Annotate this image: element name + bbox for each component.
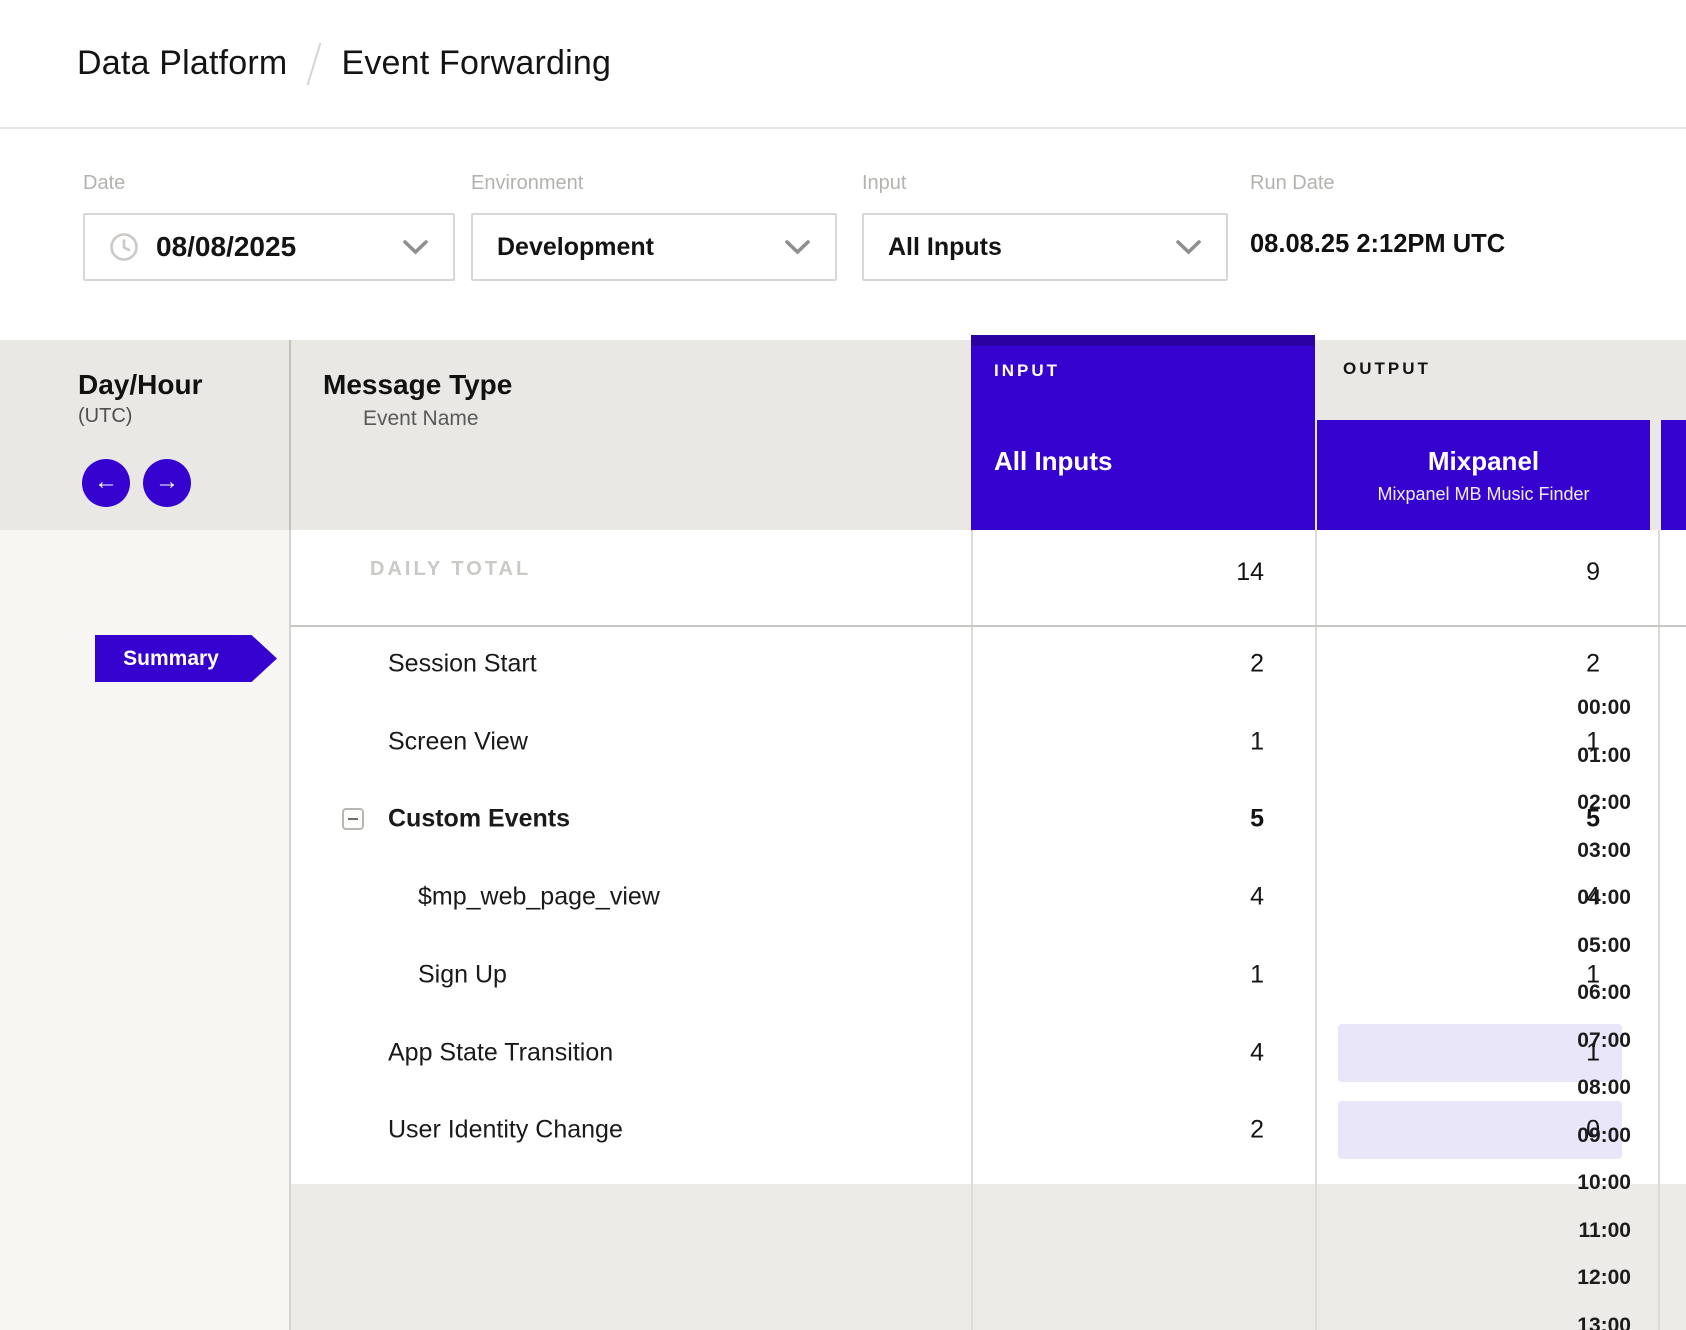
grid-footer-area bbox=[290, 1184, 1686, 1330]
hour-item[interactable]: 10:00 bbox=[1511, 1159, 1631, 1207]
event-name-label: $mp_web_page_view bbox=[418, 883, 660, 912]
minus-icon bbox=[348, 818, 358, 820]
chevron-down-icon bbox=[784, 239, 811, 255]
input-count: 4 bbox=[1250, 883, 1264, 912]
table-row: Session Start 2 2 bbox=[290, 625, 1686, 703]
output-column-header[interactable]: Mixpanel Mixpanel MB Music Finder bbox=[1317, 420, 1650, 530]
hour-item[interactable]: 00:00 bbox=[1511, 684, 1631, 732]
input-count: 2 bbox=[1250, 650, 1264, 679]
hour-item[interactable]: 05:00 bbox=[1511, 922, 1631, 970]
table-row: Sign Up11 bbox=[290, 936, 1686, 1014]
input-count: 4 bbox=[1250, 1038, 1264, 1067]
table-row: Custom Events55 bbox=[290, 780, 1686, 858]
hour-item[interactable]: 06:00 bbox=[1511, 969, 1631, 1017]
top-bar: Data Platform Event Forwarding bbox=[0, 0, 1686, 129]
summary-label: Summary bbox=[123, 647, 219, 671]
run-date-label: Run Date bbox=[1250, 172, 1335, 195]
hour-item[interactable]: 02:00 bbox=[1511, 779, 1631, 827]
hour-item[interactable]: 08:00 bbox=[1511, 1064, 1631, 1112]
event-name-label: Session Start bbox=[388, 650, 537, 679]
environment-filter-label: Environment bbox=[471, 172, 583, 195]
hour-item[interactable]: 11:00 bbox=[1511, 1207, 1631, 1255]
output-count: 2 bbox=[1586, 650, 1600, 679]
event-name-column-subtitle: Event Name bbox=[363, 407, 479, 431]
date-select[interactable]: 08/08/2025 bbox=[83, 213, 455, 281]
column-divider bbox=[289, 340, 291, 530]
output-column-title: Mixpanel bbox=[1428, 446, 1539, 477]
date-value: 08/08/2025 bbox=[156, 231, 296, 263]
breadcrumb: Data Platform Event Forwarding bbox=[77, 0, 611, 127]
hour-item[interactable]: 03:00 bbox=[1511, 827, 1631, 875]
chevron-down-icon bbox=[1175, 239, 1202, 255]
input-count: 1 bbox=[1250, 727, 1264, 756]
hour-item[interactable]: 01:00 bbox=[1511, 732, 1631, 780]
input-filter-label: Input bbox=[862, 172, 906, 195]
output-column-subtitle: Mixpanel MB Music Finder bbox=[1377, 484, 1589, 505]
collapse-group-button[interactable] bbox=[342, 808, 364, 830]
hour-item[interactable]: 07:00 bbox=[1511, 1017, 1631, 1065]
input-count: 5 bbox=[1250, 805, 1264, 834]
daily-total-label: DAILY TOTAL bbox=[370, 558, 531, 581]
input-count: 2 bbox=[1250, 1116, 1264, 1145]
table-row: $mp_web_page_view44 bbox=[290, 858, 1686, 936]
breadcrumb-section-link[interactable]: Data Platform bbox=[77, 44, 287, 83]
message-type-column-title: Message Type bbox=[323, 369, 512, 401]
hour-item[interactable]: 13:00 bbox=[1511, 1302, 1631, 1330]
input-column-title: All Inputs bbox=[994, 446, 1112, 477]
hour-item[interactable]: 12:00 bbox=[1511, 1254, 1631, 1302]
input-group-label: INPUT bbox=[994, 361, 1060, 381]
event-name-label: Custom Events bbox=[388, 805, 570, 834]
event-name-label: App State Transition bbox=[388, 1038, 613, 1067]
page-title: Event Forwarding bbox=[341, 44, 611, 83]
environment-value: Development bbox=[497, 233, 654, 262]
input-count: 1 bbox=[1250, 960, 1264, 989]
input-value: All Inputs bbox=[888, 233, 1002, 262]
event-forwarding-page: Data Platform Event Forwarding Date Envi… bbox=[0, 0, 1686, 1330]
clock-icon bbox=[109, 232, 139, 262]
table-row: App State Transition41 bbox=[290, 1014, 1686, 1092]
event-name-label: Sign Up bbox=[418, 960, 507, 989]
summary-flag[interactable]: Summary bbox=[95, 635, 277, 682]
arrow-left-icon: ← bbox=[94, 470, 118, 494]
day-hour-column-title: Day/Hour bbox=[78, 369, 202, 401]
arrow-right-icon: → bbox=[155, 470, 179, 494]
next-output-column-header[interactable] bbox=[1661, 420, 1686, 530]
hour-item[interactable]: 04:00 bbox=[1511, 874, 1631, 922]
chevron-down-icon bbox=[402, 239, 429, 255]
day-hour-column-subtitle: (UTC) bbox=[78, 405, 132, 428]
output-group-label: OUTPUT bbox=[1343, 359, 1431, 379]
hour-item[interactable]: 09:00 bbox=[1511, 1112, 1631, 1160]
run-date-value: 08.08.25 2:12PM UTC bbox=[1250, 230, 1505, 259]
daily-total-output-value: 9 bbox=[1586, 558, 1600, 587]
table-row: Screen View11 bbox=[290, 703, 1686, 781]
event-name-label: User Identity Change bbox=[388, 1116, 623, 1145]
daily-total-input-value: 14 bbox=[1236, 558, 1264, 587]
date-filter-label: Date bbox=[83, 172, 125, 195]
environment-select[interactable]: Development bbox=[471, 213, 837, 281]
previous-day-button[interactable]: ← bbox=[82, 459, 130, 507]
table-row: User Identity Change20 bbox=[290, 1091, 1686, 1169]
next-day-button[interactable]: → bbox=[143, 459, 191, 507]
breadcrumb-divider-icon bbox=[307, 42, 322, 85]
input-select[interactable]: All Inputs bbox=[862, 213, 1228, 281]
event-name-label: Screen View bbox=[388, 727, 528, 756]
